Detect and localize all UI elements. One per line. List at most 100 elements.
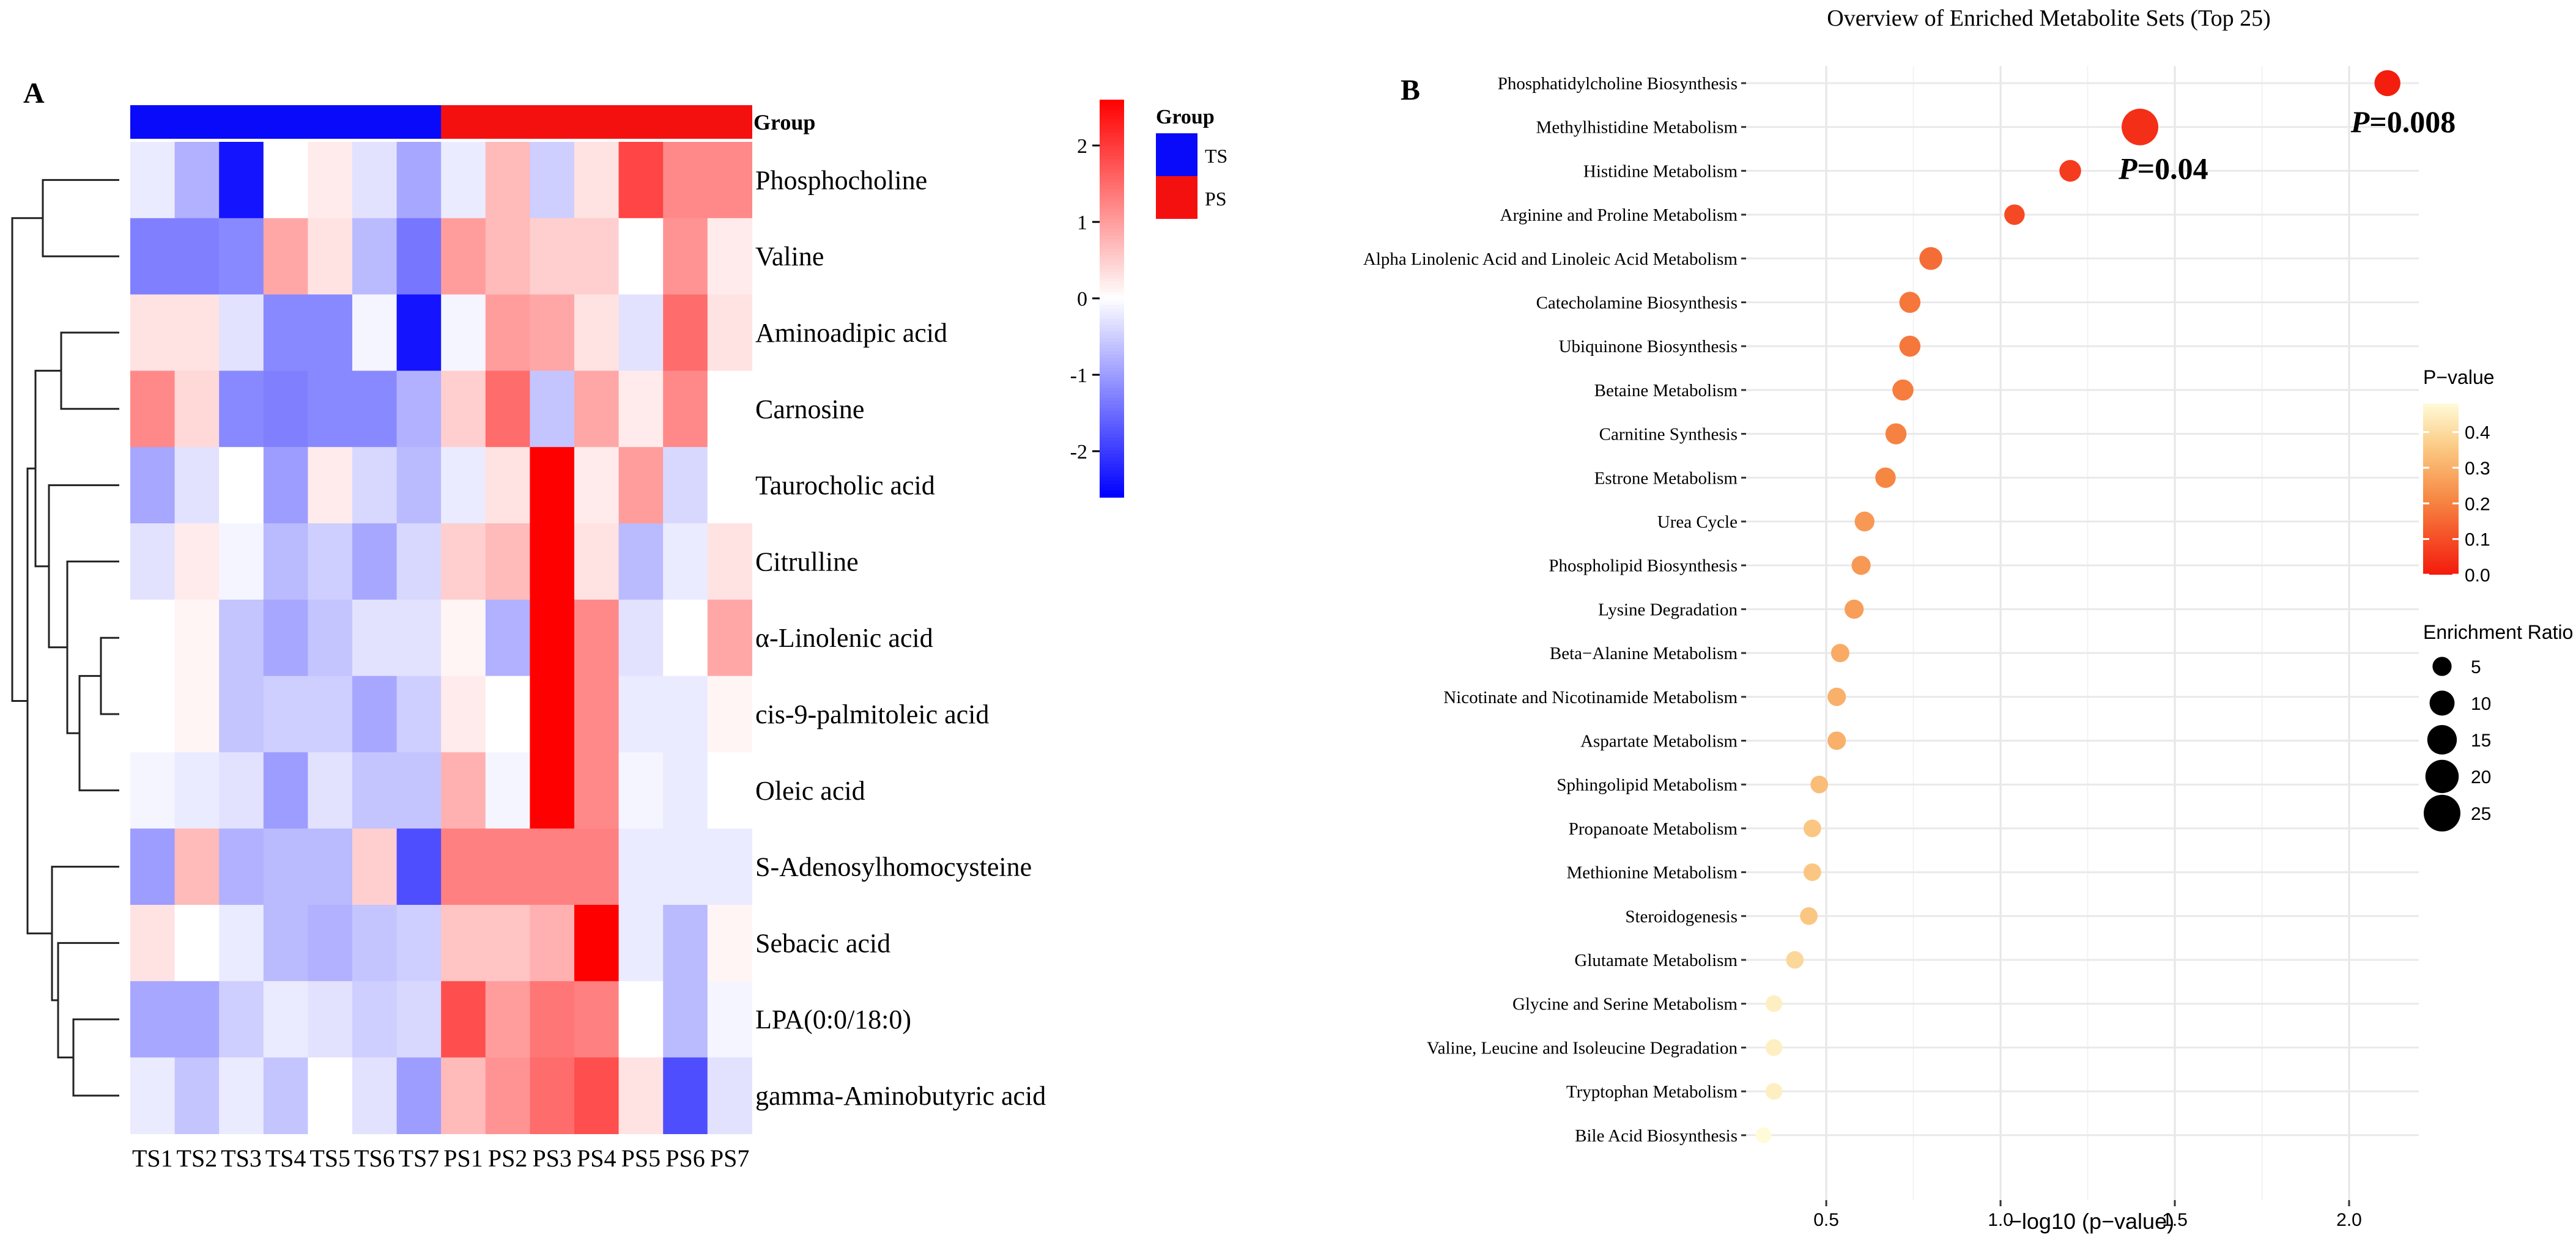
heatmap-color-scale: 2 1 0 -1 -2 bbox=[1070, 100, 1124, 498]
enrichment-chart-title: Overview of Enriched Metabolite Sets (To… bbox=[1827, 6, 2270, 31]
color-scale-step bbox=[1100, 222, 1124, 226]
color-scale-step bbox=[1100, 331, 1124, 336]
color-scale-step bbox=[1100, 374, 1124, 378]
color-scale-step bbox=[1100, 470, 1124, 475]
enrichment-dot bbox=[1765, 995, 1783, 1012]
heatmap-cell bbox=[263, 828, 308, 905]
heatmap-cell bbox=[618, 752, 664, 829]
heatmap-column-label: PS2 bbox=[488, 1145, 528, 1172]
heatmap-cell bbox=[530, 447, 575, 524]
heatmap-cell bbox=[441, 981, 486, 1058]
enrichment-ratio-legend-label: 15 bbox=[2471, 731, 2491, 751]
p-value-legend-bar bbox=[2423, 404, 2459, 575]
heatmap-cell bbox=[707, 218, 752, 295]
heatmap-cell bbox=[618, 599, 664, 677]
color-scale-step bbox=[1100, 348, 1124, 352]
group-bar-cell bbox=[574, 105, 620, 139]
heatmap-cell bbox=[219, 370, 264, 448]
group-bar-cell bbox=[308, 105, 353, 139]
p-value-legend-tick-label: 0.3 bbox=[2465, 459, 2490, 479]
heatmap-cell bbox=[485, 294, 530, 371]
color-scale-step bbox=[1100, 192, 1124, 197]
heatmap-cell bbox=[530, 294, 575, 371]
color-scale-tick-label: -2 bbox=[1070, 441, 1087, 463]
heatmap-cell bbox=[485, 142, 530, 219]
color-scale-step bbox=[1100, 477, 1124, 481]
enrichment-ratio-legend-dot bbox=[2424, 795, 2460, 831]
enrichment-dot bbox=[1827, 687, 1846, 706]
color-scale-step bbox=[1100, 367, 1124, 372]
p-value-annotation-value: =0.04 bbox=[2137, 152, 2208, 186]
color-scale-step bbox=[1100, 460, 1124, 465]
heatmap-cell bbox=[396, 1057, 442, 1134]
heatmap-cells bbox=[130, 142, 752, 1134]
heatmap-cell bbox=[530, 981, 575, 1058]
heatmap-cell bbox=[485, 905, 530, 982]
heatmap-cell bbox=[263, 1057, 308, 1134]
heatmap-cell bbox=[130, 370, 176, 448]
heatmap-row-label: α-Linolenic acid bbox=[755, 623, 933, 653]
color-scale-step bbox=[1100, 295, 1124, 299]
heatmap-cell bbox=[130, 828, 176, 905]
heatmap-cell bbox=[308, 828, 353, 905]
color-scale-step bbox=[1100, 146, 1124, 150]
heatmap-cell bbox=[219, 981, 264, 1058]
heatmap-cell bbox=[130, 447, 176, 524]
metabolite-set-label: Steroidogenesis bbox=[1625, 907, 1738, 926]
heatmap-cell bbox=[485, 599, 530, 677]
enrichment-ratio-legend-dot bbox=[2427, 724, 2457, 755]
group-bar-cell bbox=[618, 105, 664, 139]
heatmap-cell bbox=[174, 599, 220, 677]
color-scale-step bbox=[1100, 421, 1124, 425]
metabolite-set-label: Bile Acid Biosynthesis bbox=[1575, 1126, 1738, 1146]
heatmap-cell bbox=[130, 142, 176, 219]
enrichment-dot bbox=[1851, 556, 1871, 575]
enrichment-dot bbox=[1765, 1083, 1783, 1100]
dendrogram-branch bbox=[42, 179, 119, 257]
heatmap-row-label: S-Adenosylhomocysteine bbox=[755, 852, 1032, 882]
heatmap-row-labels: Phosphocholine Valine Aminoadipic acid Carn… bbox=[755, 165, 1046, 1111]
enrichment-dot bbox=[1919, 247, 1942, 270]
color-scale-step bbox=[1100, 126, 1124, 130]
heatmap-column-label: TS4 bbox=[265, 1145, 306, 1172]
color-scale-step bbox=[1100, 169, 1124, 174]
heatmap-cell bbox=[263, 676, 308, 753]
metabolite-set-label: Histidine Metabolism bbox=[1583, 161, 1738, 181]
dendrogram-branch bbox=[78, 675, 119, 792]
heatmap-column-label: TS2 bbox=[177, 1145, 218, 1172]
heatmap-cell bbox=[130, 905, 176, 982]
metabolite-set-label: Beta−Alanine Metabolism bbox=[1550, 644, 1738, 663]
color-scale-step bbox=[1100, 378, 1124, 382]
heatmap-cell bbox=[219, 218, 264, 295]
heatmap-cell bbox=[219, 752, 264, 829]
heatmap-cell bbox=[263, 142, 308, 219]
color-scale-step bbox=[1100, 474, 1124, 478]
color-scale-step bbox=[1100, 159, 1124, 163]
color-scale-step bbox=[1100, 185, 1124, 190]
heatmap-cell bbox=[396, 294, 442, 371]
color-scale-step bbox=[1100, 334, 1124, 339]
heatmap-cell bbox=[441, 905, 486, 982]
heatmap-cell bbox=[219, 676, 264, 753]
heatmap-row-label: Taurocholic acid bbox=[755, 471, 935, 501]
enrichment-dot bbox=[1786, 951, 1804, 969]
heatmap-cell bbox=[618, 294, 664, 371]
heatmap-cell bbox=[308, 1057, 353, 1134]
color-scale-step bbox=[1100, 381, 1124, 385]
heatmap-cell bbox=[352, 447, 398, 524]
heatmap-cell bbox=[219, 142, 264, 219]
color-scale-step bbox=[1100, 189, 1124, 193]
heatmap-cell bbox=[441, 294, 486, 371]
color-scale-step bbox=[1100, 112, 1124, 117]
heatmap-cell bbox=[574, 828, 620, 905]
color-scale-step bbox=[1100, 116, 1124, 120]
enrichment-dot bbox=[1875, 467, 1896, 488]
heatmap-cell bbox=[485, 523, 530, 600]
color-scale-step bbox=[1100, 225, 1124, 230]
heatmap-cell bbox=[530, 523, 575, 600]
color-scale-step bbox=[1100, 122, 1124, 127]
heatmap-cell bbox=[707, 981, 752, 1058]
metabolite-set-label: Estrone Metabolism bbox=[1594, 468, 1738, 488]
heatmap-cell bbox=[530, 218, 575, 295]
color-scale-step bbox=[1100, 311, 1124, 316]
